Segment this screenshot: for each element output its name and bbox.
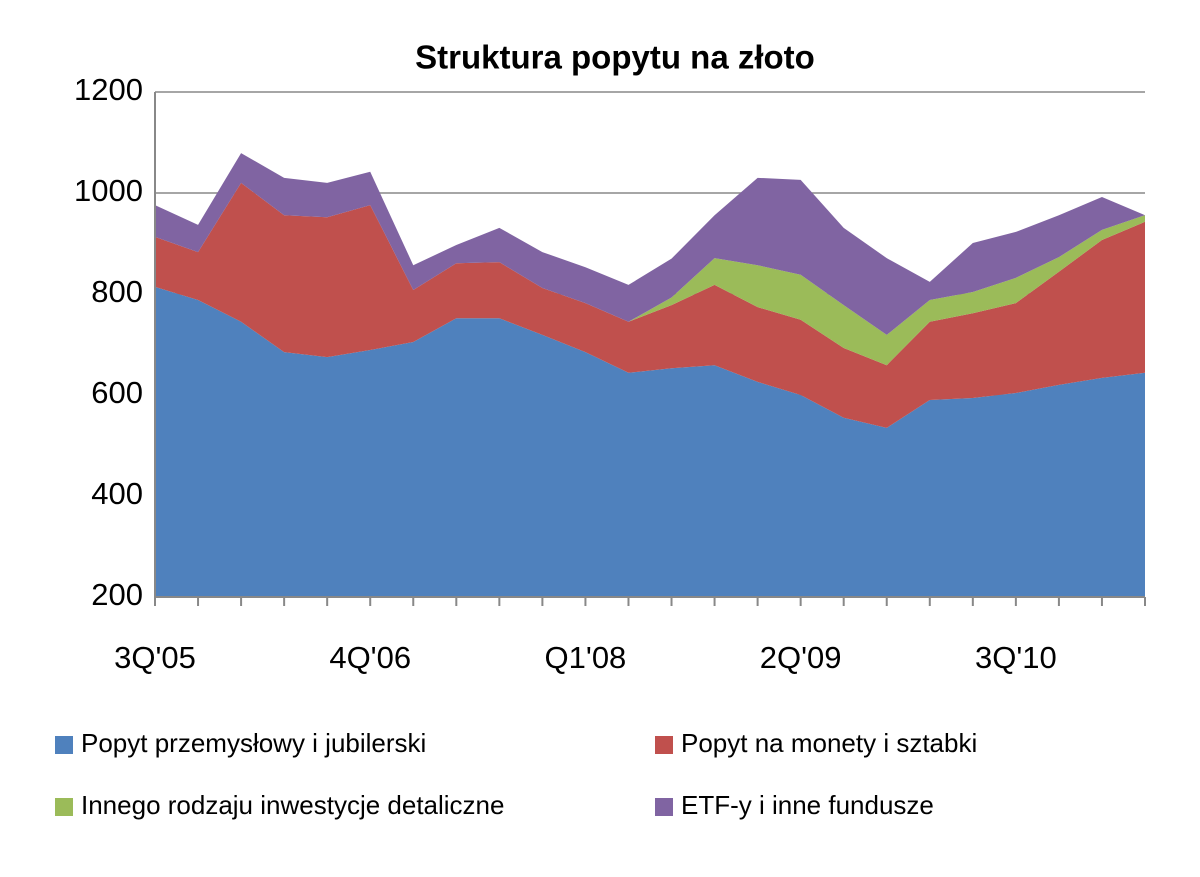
y-tick-label: 1200: [74, 72, 143, 107]
legend-label: Innego rodzaju inwestycje detaliczne: [81, 790, 504, 820]
legend-swatch: [55, 736, 73, 754]
y-tick-label: 400: [91, 476, 143, 511]
legend-label: Popyt na monety i sztabki: [681, 728, 977, 758]
x-tick-label: 3Q'05: [114, 640, 196, 675]
x-tick-label: 4Q'06: [329, 640, 411, 675]
area: [155, 182, 1145, 428]
legend-label: ETF-y i inne fundusze: [681, 790, 934, 820]
y-tick-label: 800: [91, 274, 143, 309]
legend-label: Popyt przemysłowy i jubilerski: [81, 728, 426, 758]
x-tick-label: 2Q'09: [760, 640, 842, 675]
area: [155, 153, 1145, 335]
chart-title: Struktura popytu na złoto: [415, 39, 815, 76]
y-tick-label: 600: [91, 375, 143, 410]
legend-swatch: [655, 798, 673, 816]
y-tick-label: 1000: [74, 173, 143, 208]
y-tick-label: 200: [91, 577, 143, 612]
area: [155, 286, 1145, 597]
x-tick-label: 3Q'10: [975, 640, 1057, 675]
legend-swatch: [655, 736, 673, 754]
legend-swatch: [55, 798, 73, 816]
x-tick-label: Q1'08: [545, 640, 627, 675]
